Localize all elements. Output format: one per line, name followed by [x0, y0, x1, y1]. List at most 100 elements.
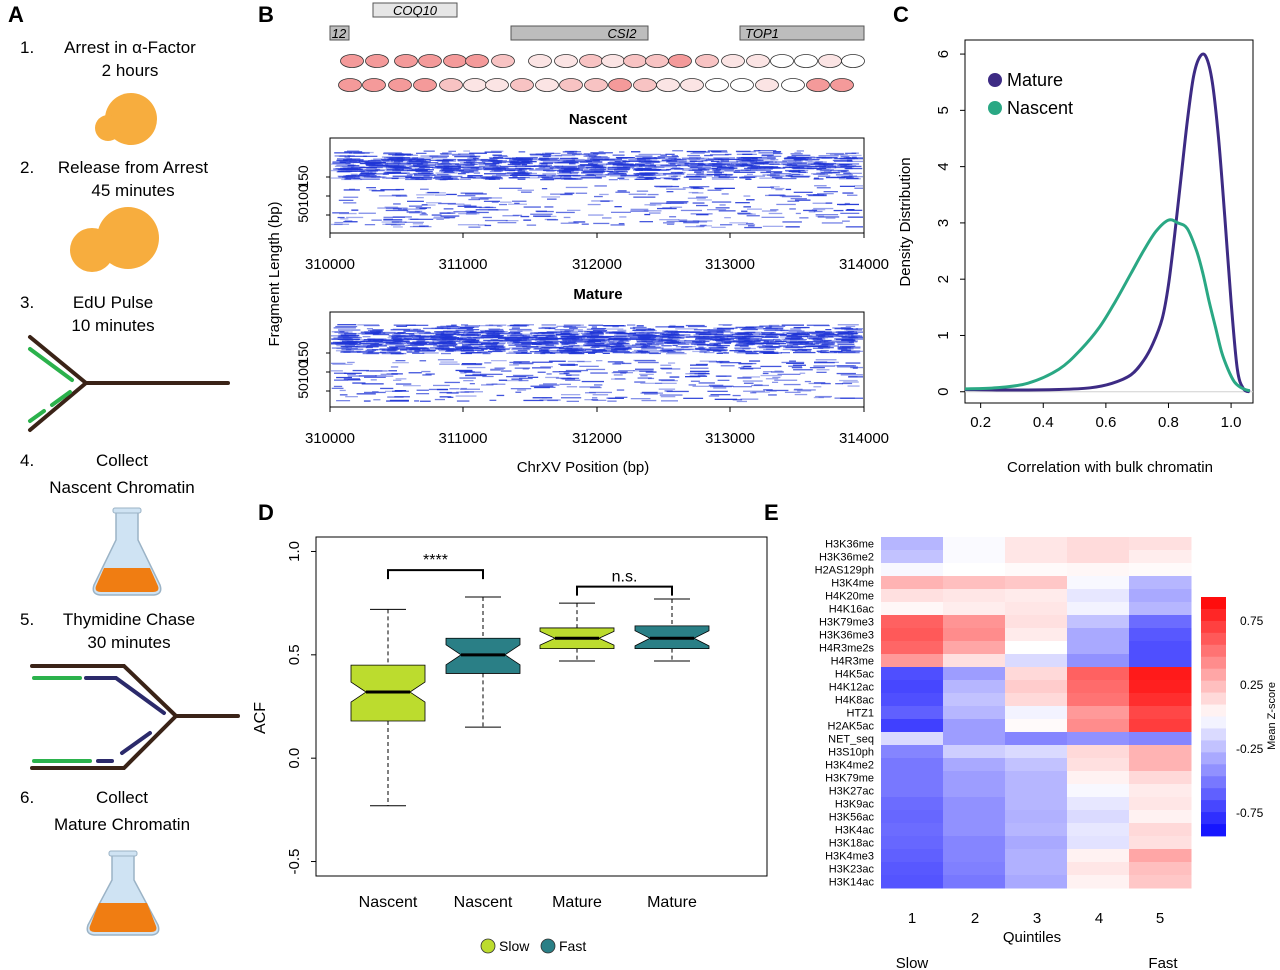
- fragment-mark: [617, 157, 628, 160]
- fragment-mark: [591, 328, 607, 330]
- fragment-mark: [459, 377, 476, 379]
- heatmap-cell: [1067, 849, 1130, 863]
- fragment-mark: [689, 166, 711, 169]
- fragment-mark: [505, 157, 523, 160]
- fragment-mark: [733, 171, 756, 173]
- fragment-mark: [536, 334, 555, 336]
- fragment-mark: [436, 326, 460, 328]
- fragment-mark: [586, 167, 596, 169]
- step-6-number: 6.: [20, 788, 34, 807]
- fragment-mark: [798, 171, 807, 173]
- fragment-mark: [719, 204, 726, 206]
- significance-bracket: [576, 585, 673, 596]
- fragment-mark: [560, 336, 576, 338]
- heatmap-cell: [1129, 706, 1192, 720]
- fragment-mark: [621, 343, 630, 345]
- fragment-mark: [644, 204, 662, 206]
- fragment-mark: [741, 210, 748, 212]
- fragment-mark: [436, 218, 444, 220]
- nucleosome-oval: [554, 54, 578, 68]
- fragment-mark: [364, 176, 387, 178]
- mature-x-tick-311000: 311000: [439, 430, 488, 447]
- fragment-mark: [540, 347, 561, 349]
- fragment-mark: [562, 339, 568, 341]
- fragment-mark: [489, 170, 502, 173]
- fragment-mark: [735, 326, 748, 328]
- heatmap-cell: [1005, 693, 1068, 707]
- colorbar-step: [1201, 812, 1226, 825]
- fragment-mark: [538, 175, 556, 177]
- fragment-mark: [470, 163, 476, 165]
- fragment-mark: [368, 165, 389, 167]
- fragment-mark: [529, 351, 550, 353]
- fragment-mark: [426, 202, 442, 204]
- fragment-mark: [401, 349, 422, 351]
- fragment-mark: [787, 343, 800, 345]
- fragment-mark: [838, 346, 861, 348]
- fragment-mark: [714, 175, 721, 177]
- fragment-mark: [538, 343, 559, 345]
- fragment-mark: [515, 167, 532, 170]
- heatmap-cell: [1067, 589, 1130, 603]
- heatmap-cell: [1005, 537, 1068, 551]
- fragment-mark: [358, 175, 377, 177]
- fragment-mark: [817, 216, 840, 218]
- fragment-mark: [395, 188, 405, 191]
- fragment-mark: [628, 193, 647, 195]
- nucleosome-oval: [528, 54, 552, 68]
- fragment-mark: [499, 187, 522, 189]
- step-2-number: 2.: [20, 158, 34, 177]
- fragment-mark: [588, 163, 594, 165]
- heatmap-cell: [1005, 862, 1068, 876]
- fragment-mark: [385, 209, 409, 212]
- fragment-mark: [508, 332, 521, 334]
- fragment-mark: [409, 168, 419, 170]
- fragment-mark: [457, 327, 473, 330]
- fragment-mark: [517, 170, 526, 172]
- fragment-mark: [803, 209, 818, 212]
- fragment-mark: [737, 338, 759, 340]
- heatmap-cell: [1067, 550, 1130, 564]
- fragment-mark: [649, 202, 671, 204]
- fragment-mark: [335, 350, 354, 352]
- fragment-mark: [353, 176, 376, 178]
- heatmap-cell: [943, 628, 1006, 642]
- fragment-mark: [763, 328, 784, 330]
- fragment-mark: [581, 338, 596, 340]
- fragment-mark: [475, 209, 498, 211]
- nucleosome-oval: [830, 78, 854, 92]
- fragment-mark: [541, 163, 548, 165]
- fragment-mark: [451, 324, 457, 326]
- boxplot-y-ticks: 1.00.50.0-0.5: [286, 541, 316, 874]
- fragment-mark: [397, 163, 411, 165]
- fragment-mark: [660, 177, 677, 179]
- fragment-mark: [688, 169, 703, 171]
- fragment-mark: [331, 335, 349, 337]
- heatmap-cell: [1067, 680, 1130, 694]
- nucleosome-oval: [781, 78, 805, 92]
- fragment-mark: [678, 219, 688, 221]
- fragment-mark: [468, 176, 481, 178]
- fragment-mark: [541, 176, 553, 178]
- heatmap-cell: [1067, 615, 1130, 629]
- fragment-mark: [596, 344, 607, 346]
- fragment-mark: [666, 341, 677, 343]
- fragment-mark: [615, 344, 625, 347]
- fragment-mark: [692, 202, 705, 204]
- fragment-mark: [797, 390, 812, 392]
- fragment-mark: [818, 165, 837, 167]
- fragment-mark: [461, 324, 469, 326]
- fragment-mark: [487, 340, 503, 342]
- fragment-mark: [366, 328, 373, 330]
- fragment-mark: [467, 157, 477, 159]
- fragment-mark: [845, 226, 863, 228]
- fragment-mark: [721, 336, 736, 338]
- fragment-mark: [416, 163, 423, 165]
- fragment-mark: [391, 373, 403, 375]
- fragment-mark: [560, 157, 579, 160]
- fragment-mark: [588, 214, 604, 216]
- panel-label-c: C: [893, 2, 909, 27]
- fragment-mark: [845, 157, 852, 159]
- fragment-mark: [793, 158, 815, 160]
- fragment-mark: [610, 350, 630, 353]
